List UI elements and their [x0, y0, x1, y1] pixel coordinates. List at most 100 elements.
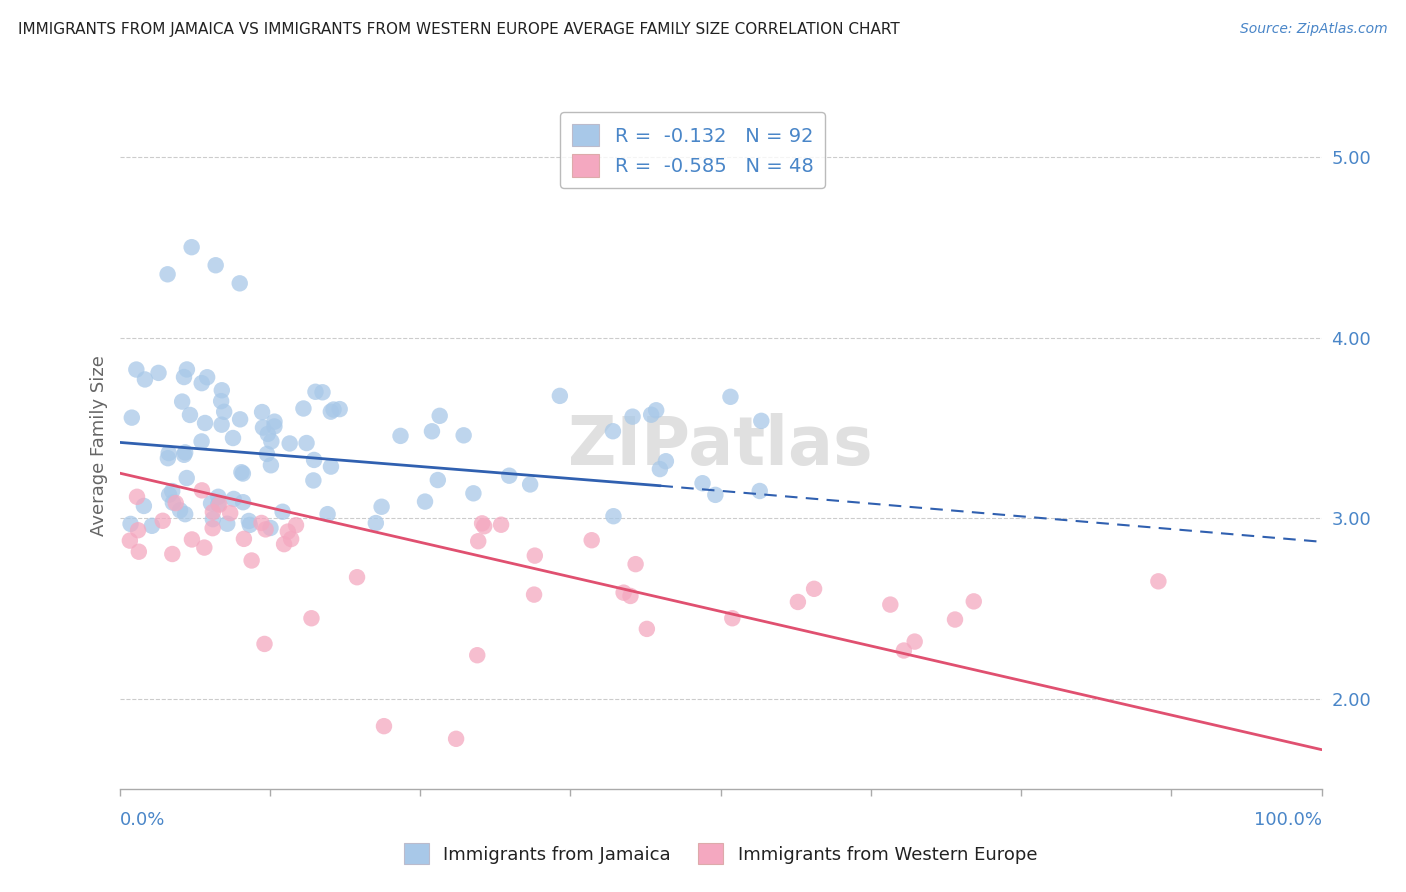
Point — [118, 533, 141, 548]
Point — [201, 521, 224, 535]
Point — [239, 517, 262, 532]
Point — [302, 474, 325, 488]
Point — [277, 524, 299, 539]
Point — [624, 557, 647, 571]
Point — [212, 405, 235, 419]
Point — [156, 268, 179, 282]
Point — [201, 505, 224, 519]
Point — [172, 394, 194, 409]
Point — [141, 518, 163, 533]
Point — [311, 385, 333, 400]
Point — [285, 518, 308, 533]
Point — [648, 462, 671, 476]
Point — [232, 495, 254, 509]
Point — [1147, 574, 1170, 589]
Point — [329, 402, 352, 417]
Text: IMMIGRANTS FROM JAMAICA VS IMMIGRANTS FROM WESTERN EUROPE AVERAGE FAMILY SIZE CO: IMMIGRANTS FROM JAMAICA VS IMMIGRANTS FR… — [18, 22, 900, 37]
Point — [259, 521, 281, 535]
Point — [157, 446, 180, 460]
Point — [636, 622, 658, 636]
Point — [173, 370, 195, 384]
Point — [169, 503, 191, 517]
Point — [319, 459, 342, 474]
Point — [655, 454, 678, 468]
Point — [152, 514, 174, 528]
Point — [232, 532, 254, 546]
Point — [301, 611, 323, 625]
Point — [179, 408, 201, 422]
Point — [273, 537, 295, 551]
Legend: Immigrants from Jamaica, Immigrants from Western Europe: Immigrants from Jamaica, Immigrants from… — [395, 834, 1046, 873]
Point — [256, 447, 278, 461]
Point — [211, 417, 233, 432]
Point — [240, 553, 263, 567]
Point — [132, 499, 155, 513]
Point — [190, 376, 212, 391]
Point — [232, 467, 254, 481]
Point — [238, 514, 260, 528]
Point — [943, 613, 966, 627]
Point — [162, 496, 184, 510]
Point — [787, 595, 810, 609]
Point — [893, 643, 915, 657]
Point — [193, 541, 215, 555]
Point — [749, 414, 772, 428]
Text: Source: ZipAtlas.com: Source: ZipAtlas.com — [1240, 22, 1388, 37]
Point — [278, 436, 301, 450]
Point — [748, 483, 770, 498]
Point — [523, 549, 546, 563]
Point — [523, 588, 546, 602]
Point — [613, 585, 636, 599]
Point — [389, 429, 412, 443]
Point — [640, 408, 662, 422]
Text: 0.0%: 0.0% — [120, 811, 165, 829]
Point — [211, 384, 233, 398]
Point — [364, 516, 387, 530]
Point — [121, 410, 143, 425]
Point — [120, 516, 142, 531]
Point — [253, 637, 276, 651]
Point — [420, 425, 443, 439]
Point — [803, 582, 825, 596]
Point — [963, 594, 986, 608]
Point — [413, 494, 436, 508]
Point — [256, 426, 278, 441]
Point — [160, 484, 183, 499]
Point — [250, 516, 273, 530]
Point — [254, 522, 277, 536]
Point — [879, 598, 901, 612]
Point — [176, 471, 198, 485]
Point — [208, 498, 231, 512]
Text: ZIPatlas: ZIPatlas — [568, 413, 873, 479]
Point — [302, 453, 325, 467]
Point — [472, 519, 495, 533]
Text: 100.0%: 100.0% — [1254, 811, 1322, 829]
Point — [444, 731, 467, 746]
Point — [519, 477, 541, 491]
Point — [174, 507, 197, 521]
Point — [489, 517, 512, 532]
Point — [304, 384, 326, 399]
Point — [602, 424, 624, 438]
Point — [180, 240, 202, 254]
Point — [619, 589, 641, 603]
Point — [174, 445, 197, 459]
Point — [165, 496, 187, 510]
Point — [173, 448, 195, 462]
Point — [463, 486, 485, 500]
Point — [581, 533, 603, 548]
Point — [201, 512, 224, 526]
Point — [191, 483, 214, 498]
Point — [271, 505, 294, 519]
Point — [373, 719, 395, 733]
Point — [280, 532, 302, 546]
Point — [181, 533, 204, 547]
Point — [222, 491, 245, 506]
Point — [602, 509, 624, 524]
Point — [548, 389, 571, 403]
Point — [260, 434, 283, 449]
Point — [704, 488, 727, 502]
Point — [720, 390, 742, 404]
Point — [125, 490, 148, 504]
Point — [204, 258, 226, 272]
